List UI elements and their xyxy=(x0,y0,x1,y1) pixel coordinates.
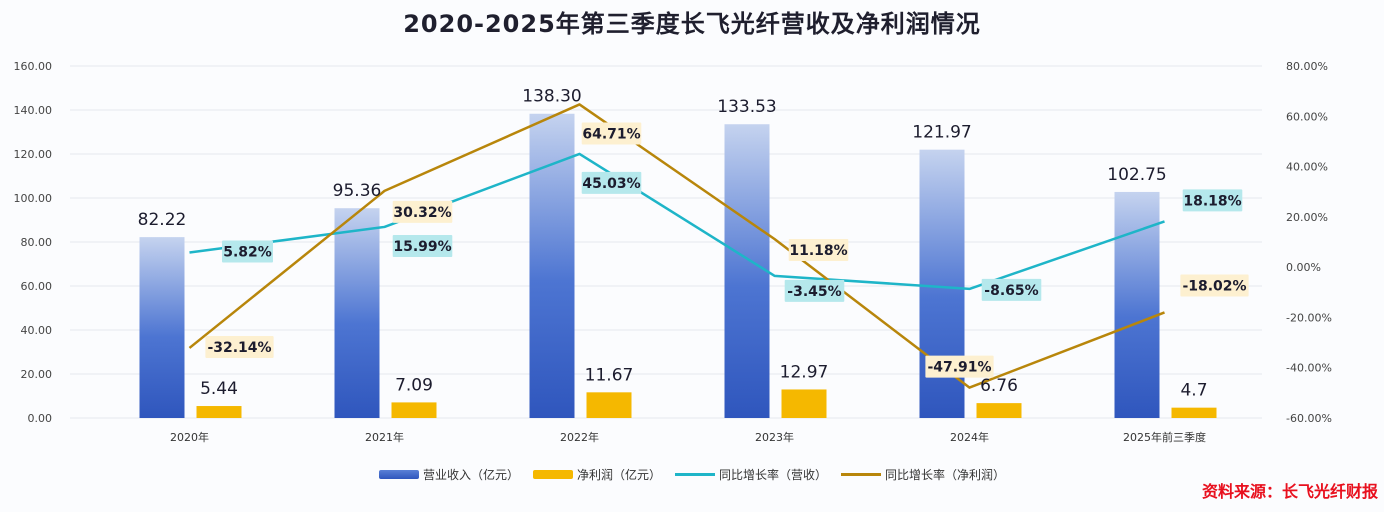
legend-item-revenue[interactable]: 营业收入（亿元） xyxy=(378,466,519,483)
y-tick-label: 160.00 xyxy=(14,60,53,73)
label-box-revenue-growth xyxy=(581,171,642,194)
y-tick-label: 40.00 xyxy=(21,324,53,337)
data-label-profit-growth: 11.18% xyxy=(789,243,847,259)
data-label-profit: 7.09 xyxy=(395,375,433,395)
legend-swatch-revenue-growth xyxy=(675,473,715,476)
y-tick-label: 80.00 xyxy=(21,236,53,249)
label-box-profit-growth xyxy=(925,355,994,378)
y-tick-label: 0.00 xyxy=(28,412,53,425)
data-label-profit: 4.7 xyxy=(1180,381,1207,401)
data-label-revenue: 102.75 xyxy=(1107,165,1166,185)
data-label-revenue: 95.36 xyxy=(333,181,382,201)
y2-tick-label: 80.00% xyxy=(1286,60,1328,73)
data-label-profit: 6.76 xyxy=(980,376,1018,396)
data-label-revenue: 82.22 xyxy=(138,210,187,230)
line-revenue-growth xyxy=(189,152,1165,291)
bar-profit xyxy=(781,389,827,418)
data-label-revenue-growth: 5.82% xyxy=(223,245,272,261)
data-label-revenue: 138.30 xyxy=(522,87,581,107)
data-label-profit-growth: -32.14% xyxy=(207,340,271,356)
x-tick-label: 2024年 xyxy=(950,430,989,444)
bar-profit xyxy=(391,402,437,418)
label-box-profit-growth xyxy=(581,122,642,145)
data-label-revenue: 133.53 xyxy=(717,97,776,117)
data-label-profit-growth: 64.71% xyxy=(582,126,640,142)
y-tick-label: 60.00 xyxy=(21,280,53,293)
legend-label-revenue-growth: 同比增长率（营收） xyxy=(719,468,828,482)
label-box-profit-growth xyxy=(392,200,453,223)
legend-swatch-revenue xyxy=(378,470,419,479)
label-box-revenue-growth xyxy=(222,240,273,263)
legend-label-profit-growth: 同比增长率（净利润） xyxy=(885,468,1006,482)
label-box-revenue-growth xyxy=(981,278,1042,301)
legend-swatch-profit-growth xyxy=(841,473,882,476)
label-box-revenue-growth xyxy=(784,279,845,302)
data-label-revenue-growth: -3.45% xyxy=(787,284,841,300)
y2-tick-label: 40.00% xyxy=(1286,161,1328,174)
bar-revenue xyxy=(724,124,770,418)
label-box-profit-growth xyxy=(1180,274,1249,297)
bar-revenue xyxy=(139,237,185,418)
x-tick-label: 2022年 xyxy=(560,430,599,444)
x-tick-label: 2025年前三季度 xyxy=(1123,430,1206,444)
gridlines xyxy=(70,65,1262,419)
y2-tick-label: 20.00% xyxy=(1286,211,1328,224)
y-tick-label: 120.00 xyxy=(14,148,53,161)
data-label-profit: 11.67 xyxy=(585,365,634,385)
x-axis: 2020年 2021年 2022年 2023年 2024年 2025年前三季度 xyxy=(170,430,1206,444)
source-note: 资料来源：长飞光纤财报 xyxy=(1201,482,1378,501)
bar-profit xyxy=(196,406,242,418)
plot-area: 0.00 20.00 40.00 60.00 80.00 100.00 120.00 140.… xyxy=(14,60,1332,444)
data-label-profit-growth: -18.02% xyxy=(1182,278,1246,294)
y2-tick-label: -40.00% xyxy=(1286,362,1332,375)
y2-tick-label: -60.00% xyxy=(1286,412,1332,425)
data-label-revenue-growth: 15.99% xyxy=(393,239,451,255)
data-labels: 82.22 95.36 138.30 133.53 121.97 102.75 5.44 7.… xyxy=(138,87,1249,401)
lines xyxy=(188,103,1165,389)
y2-tick-label: 60.00% xyxy=(1286,110,1328,123)
data-label-revenue-growth: 18.18% xyxy=(1183,193,1241,209)
chart-title: 2020-2025年第三季度长飞光纤营收及净利润情况 xyxy=(403,10,981,38)
legend-item-revenue-growth[interactable]: 同比增长率（营收） xyxy=(675,466,827,483)
legend: 营业收入（亿元） 净利润（亿元） 同比增长率（营收） 同比增长率（净利润） xyxy=(0,466,1384,483)
bar-profit xyxy=(976,403,1022,418)
label-box-revenue-growth xyxy=(1182,189,1243,212)
legend-item-profit[interactable]: 净利润（亿元） xyxy=(532,466,661,483)
data-label-profit-growth: 30.32% xyxy=(393,205,451,221)
y-tick-label: 100.00 xyxy=(14,192,53,205)
bar-revenue xyxy=(334,208,380,418)
x-tick-label: 2020年 xyxy=(170,430,209,444)
legend-label-revenue: 营业收入（亿元） xyxy=(422,468,519,482)
bar-profit xyxy=(586,392,632,418)
data-label-profit-growth: -47.91% xyxy=(927,360,991,376)
x-tick-label: 2023年 xyxy=(755,430,794,444)
data-label-revenue-growth: -8.65% xyxy=(984,283,1038,299)
data-label-profit: 12.97 xyxy=(780,362,829,382)
bars xyxy=(139,113,1217,419)
data-label-revenue: 121.97 xyxy=(912,123,971,143)
y-tick-label: 140.00 xyxy=(14,104,53,117)
line-profit-growth xyxy=(188,103,1165,389)
label-box-profit-growth xyxy=(205,335,274,358)
legend-label-profit: 净利润（亿元） xyxy=(576,468,661,482)
legend-swatch-profit xyxy=(532,470,573,479)
label-box-revenue-growth xyxy=(392,234,453,257)
y2-tick-label: -20.00% xyxy=(1286,311,1332,324)
data-label-revenue-growth: 45.03% xyxy=(582,176,640,192)
legend-item-profit-growth[interactable]: 同比增长率（净利润） xyxy=(841,466,1005,483)
x-tick-label: 2021年 xyxy=(365,430,404,444)
y-axis-left: 0.00 20.00 40.00 60.00 80.00 100.00 120.00 140.… xyxy=(14,60,53,425)
bar-profit xyxy=(1171,407,1217,418)
label-box-profit-growth xyxy=(788,239,849,262)
y-tick-label: 20.00 xyxy=(21,368,53,381)
data-label-profit: 5.44 xyxy=(200,379,238,399)
y-axis-right: -60.00% -40.00% -20.00% 0.00% 20.00% 40.00% 60… xyxy=(1286,60,1332,425)
y2-tick-label: 0.00% xyxy=(1286,261,1321,274)
